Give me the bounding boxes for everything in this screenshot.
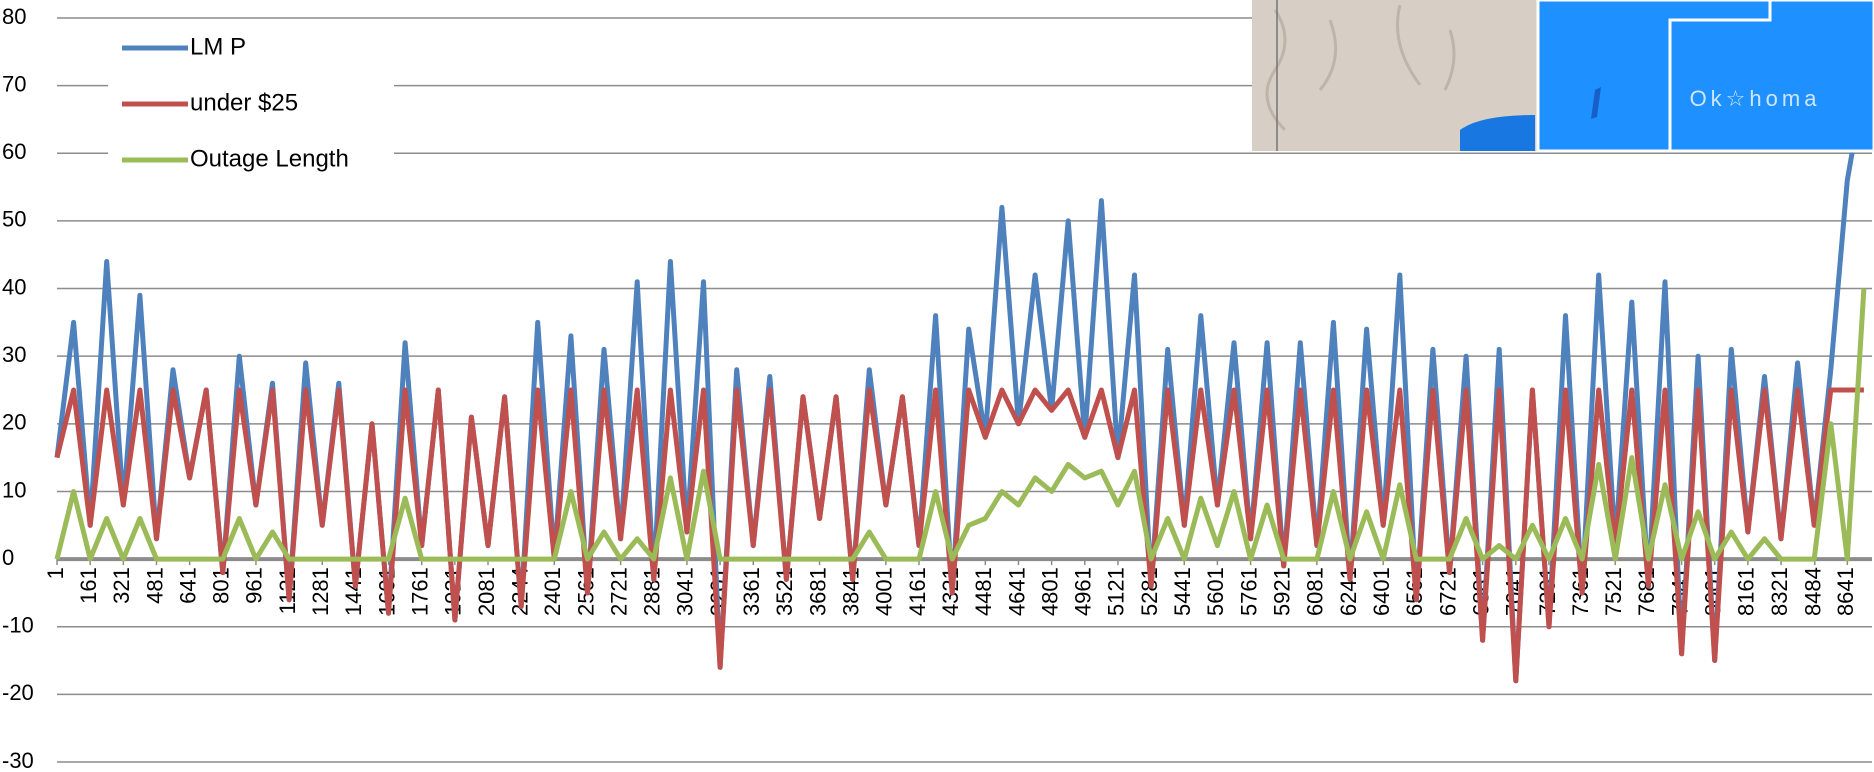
x-tick-label: 6721 bbox=[1435, 567, 1460, 616]
x-tick-label: 4481 bbox=[971, 567, 996, 616]
y-tick-label: -20 bbox=[2, 680, 34, 705]
y-tick-label: 60 bbox=[2, 139, 26, 164]
y-tick-label: -10 bbox=[2, 613, 34, 638]
x-tick-label: 1281 bbox=[308, 567, 333, 616]
x-tick-label: 3681 bbox=[805, 567, 830, 616]
x-tick-label: 6401 bbox=[1369, 567, 1394, 616]
x-tick-label: 641 bbox=[175, 567, 200, 604]
y-tick-label: 10 bbox=[2, 477, 26, 502]
x-tick-label: 3041 bbox=[673, 567, 698, 616]
x-tick-label: 2721 bbox=[606, 567, 631, 616]
y-tick-label: 0 bbox=[2, 545, 14, 570]
x-tick-label: 8641 bbox=[1833, 567, 1858, 616]
x-tick-label: 481 bbox=[142, 567, 167, 604]
y-tick-label: 80 bbox=[2, 4, 26, 29]
legend-label: Outage Length bbox=[190, 145, 349, 172]
chart: -30 -20 -10 0 10 20 30 40 50 60 70 80 1 161 321 481 641 8… bbox=[0, 0, 1874, 772]
x-tick-label: 8484 bbox=[1801, 567, 1826, 616]
y-tick-label: 40 bbox=[2, 274, 26, 299]
x-tick-label: 2401 bbox=[540, 567, 565, 616]
x-tick-label: 4801 bbox=[1037, 567, 1062, 616]
x-tick-label: 1761 bbox=[408, 567, 433, 616]
x-tick-label: 8321 bbox=[1767, 567, 1792, 616]
x-tick-label: 2081 bbox=[474, 567, 499, 616]
x-tick-label: 5601 bbox=[1203, 567, 1228, 616]
map-label: Ok☆homa bbox=[1690, 86, 1821, 111]
x-tick-label: 4961 bbox=[1071, 567, 1096, 616]
map-region bbox=[1670, 0, 1874, 151]
x-tick-label: 3361 bbox=[739, 567, 764, 616]
x-tick-label: 4641 bbox=[1004, 567, 1029, 616]
y-tick-label: -30 bbox=[2, 748, 34, 772]
x-tick-label: 4161 bbox=[905, 567, 930, 616]
map-inset: Ok☆homa bbox=[1252, 0, 1874, 151]
legend-label: LM P bbox=[190, 33, 246, 60]
x-tick-label: 5921 bbox=[1270, 567, 1295, 616]
x-tick-label: 5441 bbox=[1170, 567, 1195, 616]
x-tick-label: 7521 bbox=[1601, 567, 1626, 616]
x-tick-label: 1 bbox=[43, 567, 68, 579]
y-tick-label: 50 bbox=[2, 207, 26, 232]
y-tick-label: 20 bbox=[2, 410, 26, 435]
legend-label: under $25 bbox=[190, 89, 298, 116]
x-tick-label: 5121 bbox=[1104, 567, 1129, 616]
x-tick-label: 161 bbox=[76, 567, 101, 604]
x-tick-label: 5761 bbox=[1236, 567, 1261, 616]
y-tick-label: 70 bbox=[2, 71, 26, 96]
x-tick-label: 321 bbox=[109, 567, 134, 604]
x-tick-label: 4001 bbox=[872, 567, 897, 616]
x-tick-label: 6081 bbox=[1303, 567, 1328, 616]
x-tick-label: 8161 bbox=[1734, 567, 1759, 616]
x-tick-label: 961 bbox=[242, 567, 267, 604]
y-tick-label: 30 bbox=[2, 342, 26, 367]
